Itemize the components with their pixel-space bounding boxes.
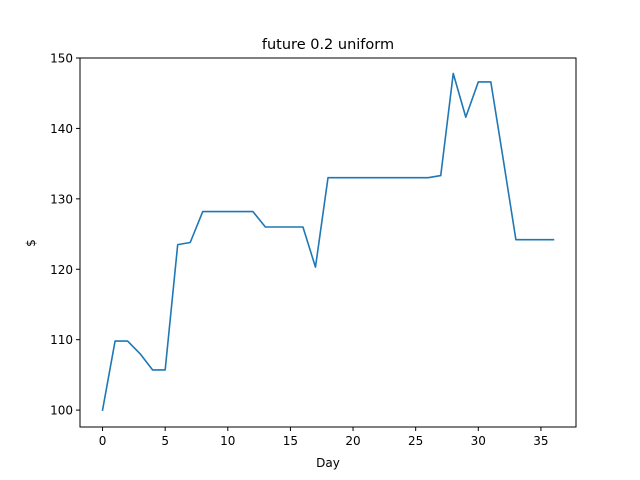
series-line	[101, 72, 555, 412]
x-tick-label: 30	[471, 434, 486, 448]
y-axis-label: $	[24, 239, 38, 247]
plot-area-frame	[79, 57, 577, 428]
y-tick-label: 130	[50, 192, 73, 206]
x-tick-label: 35	[533, 434, 548, 448]
x-tick-label: 5	[161, 434, 169, 448]
y-tick-label: 140	[50, 122, 73, 136]
x-tick-label: 10	[220, 434, 235, 448]
x-tick-label: 0	[99, 434, 107, 448]
x-axis-label: Day	[316, 456, 340, 470]
x-tick-label: 15	[283, 434, 298, 448]
y-tick-label: 150	[50, 52, 73, 66]
x-tick-label: 25	[408, 434, 423, 448]
chart-title: future 0.2 uniform	[262, 37, 394, 53]
y-tick-label: 100	[50, 404, 73, 418]
x-tick-label: 20	[345, 434, 360, 448]
y-tick-label: 110	[50, 333, 73, 347]
y-tick-label: 120	[50, 263, 73, 277]
